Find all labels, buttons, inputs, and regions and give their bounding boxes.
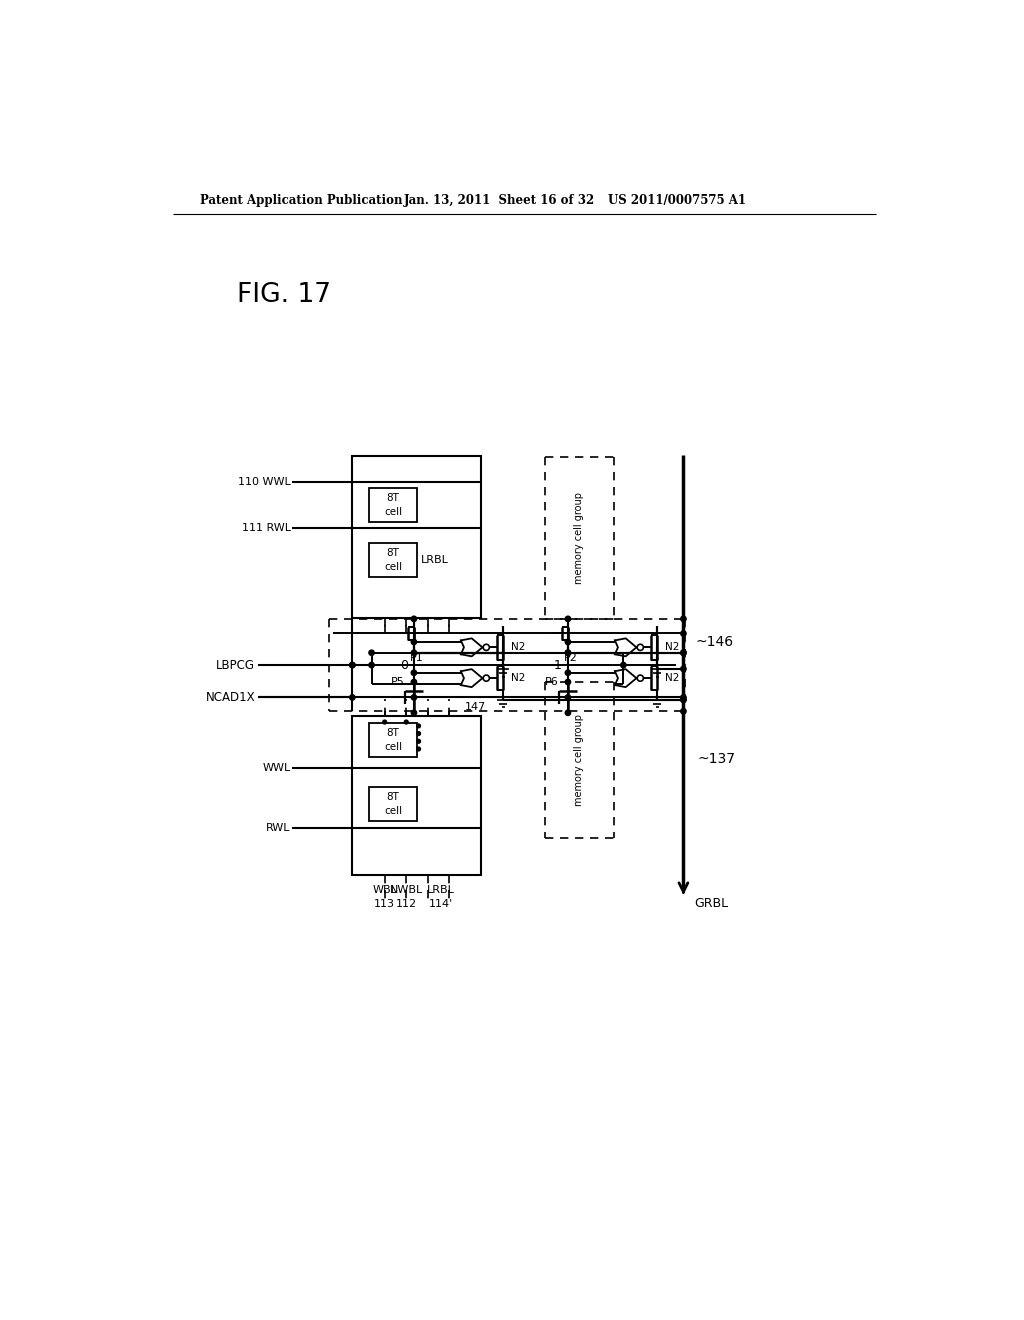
Text: 8T: 8T — [387, 792, 399, 801]
Text: 112: 112 — [395, 899, 417, 908]
Circle shape — [565, 649, 570, 656]
Circle shape — [412, 671, 417, 676]
Circle shape — [565, 616, 570, 622]
Text: US 2011/0007575 A1: US 2011/0007575 A1 — [608, 194, 745, 207]
Circle shape — [412, 649, 417, 656]
Circle shape — [412, 639, 417, 644]
Circle shape — [417, 739, 421, 743]
Text: 0: 0 — [399, 659, 408, 672]
Circle shape — [349, 663, 355, 668]
Text: NWBL: NWBL — [389, 884, 423, 895]
Circle shape — [483, 644, 489, 651]
Circle shape — [681, 649, 686, 656]
Text: 114': 114' — [429, 899, 453, 908]
Text: FIG. 17: FIG. 17 — [237, 282, 331, 309]
Text: P2: P2 — [564, 653, 578, 663]
Text: NCAD1X: NCAD1X — [206, 690, 255, 704]
Circle shape — [681, 631, 686, 636]
Circle shape — [565, 680, 570, 685]
Text: 110 WWL: 110 WWL — [238, 477, 291, 487]
Text: N2: N2 — [511, 673, 525, 684]
Circle shape — [681, 616, 686, 622]
Text: 147: 147 — [465, 702, 486, 713]
Circle shape — [404, 721, 409, 723]
Circle shape — [681, 667, 686, 672]
Bar — [370, 787, 417, 821]
Text: 8T: 8T — [387, 492, 399, 503]
Bar — [352, 715, 481, 874]
Text: ~146: ~146 — [695, 635, 734, 649]
Text: GRBL: GRBL — [694, 898, 728, 911]
Text: N2: N2 — [665, 673, 679, 684]
Circle shape — [681, 697, 686, 702]
Text: cell: cell — [384, 562, 402, 573]
Circle shape — [412, 680, 417, 685]
Text: 111 RWL: 111 RWL — [242, 523, 291, 533]
Circle shape — [565, 710, 570, 715]
Circle shape — [417, 731, 421, 735]
Bar — [352, 457, 481, 618]
Circle shape — [483, 675, 489, 681]
Circle shape — [681, 709, 686, 714]
Circle shape — [412, 694, 417, 700]
Text: WWL: WWL — [262, 763, 291, 774]
Text: cell: cell — [384, 805, 402, 816]
Text: RWL: RWL — [266, 824, 291, 833]
Text: cell: cell — [384, 507, 402, 517]
Circle shape — [383, 721, 387, 723]
Circle shape — [565, 694, 570, 700]
Circle shape — [369, 663, 374, 668]
Circle shape — [681, 649, 686, 656]
Text: 1: 1 — [554, 659, 562, 672]
Text: P5: P5 — [391, 677, 404, 686]
Text: LBPCG: LBPCG — [216, 659, 255, 672]
Circle shape — [349, 663, 355, 668]
Text: cell: cell — [384, 742, 402, 751]
Bar — [370, 488, 417, 521]
Bar — [370, 544, 417, 577]
Text: Patent Application Publication: Patent Application Publication — [200, 194, 402, 207]
Circle shape — [681, 694, 686, 700]
Text: WBL: WBL — [372, 884, 397, 895]
Circle shape — [412, 616, 417, 622]
Text: 113: 113 — [374, 899, 395, 908]
Circle shape — [637, 675, 643, 681]
Circle shape — [565, 671, 570, 676]
Text: 8T: 8T — [387, 548, 399, 558]
Text: LRBL: LRBL — [427, 884, 455, 895]
Bar — [370, 723, 417, 756]
Circle shape — [565, 639, 570, 644]
Text: 8T: 8T — [387, 727, 399, 738]
Text: P6: P6 — [545, 677, 559, 686]
Text: memory cell group: memory cell group — [574, 492, 585, 583]
Text: N2: N2 — [665, 643, 679, 652]
Circle shape — [565, 649, 570, 656]
Circle shape — [681, 697, 686, 702]
Circle shape — [621, 663, 626, 668]
Circle shape — [349, 694, 355, 700]
Text: N2: N2 — [511, 643, 525, 652]
Text: ~137: ~137 — [697, 752, 735, 766]
Circle shape — [637, 644, 643, 651]
Circle shape — [417, 747, 421, 751]
Circle shape — [369, 649, 374, 656]
Text: memory cell group: memory cell group — [574, 714, 585, 805]
Text: P1: P1 — [410, 653, 424, 663]
Circle shape — [417, 723, 421, 727]
Text: LRBL: LRBL — [421, 556, 449, 565]
Circle shape — [412, 710, 417, 715]
Text: Jan. 13, 2011  Sheet 16 of 32: Jan. 13, 2011 Sheet 16 of 32 — [403, 194, 595, 207]
